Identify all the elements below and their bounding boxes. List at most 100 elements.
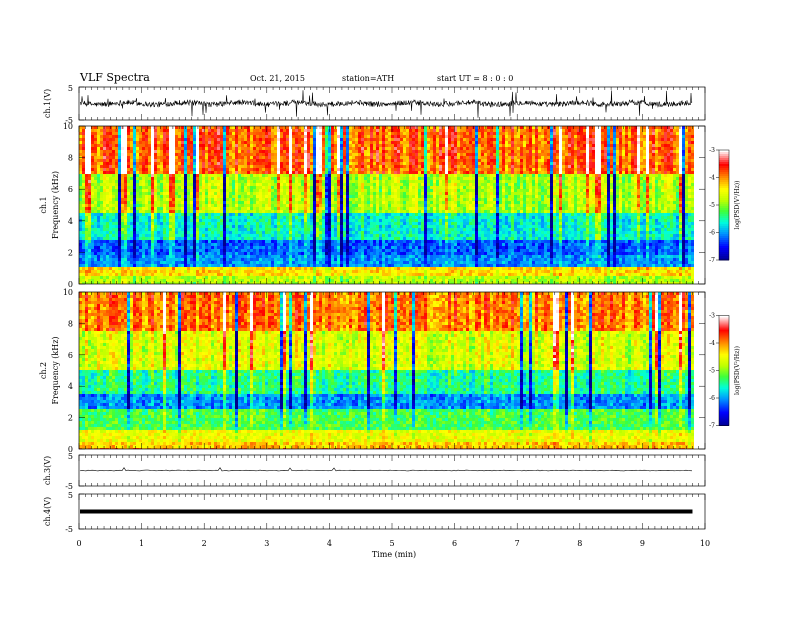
ch1-spectrogram-cell — [148, 231, 151, 234]
ch1-spectrogram-cell — [334, 237, 337, 240]
ch1-spectrogram-cell — [301, 249, 304, 252]
ch1-spectrogram-cell — [118, 252, 121, 255]
ch1-spectrogram-cell — [160, 162, 163, 165]
ch1-spectrogram-cell — [202, 264, 205, 267]
ch1-spectrogram-cell — [238, 138, 241, 141]
ch1-spectrogram-cell — [340, 240, 343, 243]
ch1-spectrogram-cell — [271, 216, 274, 219]
ch1-spectrogram-cell — [184, 177, 187, 180]
ch1-spectrogram-cell — [316, 150, 319, 153]
ch1-spectrogram-cell — [253, 222, 256, 225]
ch1-spectrogram-cell — [298, 168, 301, 171]
ch1-spectrogram-cell — [121, 144, 124, 147]
ch1-spectrogram-cell — [274, 186, 277, 189]
ch1-spectrogram-cell — [307, 132, 310, 135]
ch1-spectrogram-cell — [115, 156, 118, 159]
ch1-spectrogram-cell — [187, 129, 190, 132]
ch1-spectrogram-cell — [115, 201, 118, 204]
ch1-spectrogram-cell — [271, 183, 274, 186]
ch1-spectrogram-cell — [121, 183, 124, 186]
ch1-spectrogram-cell — [142, 246, 145, 249]
ch1-spectrogram-cell — [238, 129, 241, 132]
ch1-spectrogram-cell — [106, 186, 109, 189]
ch1-spectrogram-cell — [319, 192, 322, 195]
ch1-spectrogram-cell — [145, 213, 148, 216]
ch1-spectrogram-cell — [217, 273, 220, 276]
ch1-spectrogram-cell — [109, 207, 112, 210]
ch1-spectrogram-cell — [124, 156, 127, 159]
ch1-spectrogram-cell — [169, 153, 172, 156]
ch1-spectrogram-cell — [223, 210, 226, 213]
ch1-spectrogram-cell — [175, 174, 178, 177]
ch1-spectrogram-cell — [340, 228, 343, 231]
ch1-spectrogram-cell — [238, 183, 241, 186]
ch1-spectrogram-cell — [295, 279, 298, 282]
ch1-spectrogram-cell — [178, 132, 181, 135]
ch1-spectrogram-cell — [130, 144, 133, 147]
ch1-spectrogram-cell — [322, 171, 325, 174]
ch1-spectrogram-cell — [169, 213, 172, 216]
ch1-spectrogram-cell — [232, 201, 235, 204]
ch1-spectrogram-cell — [91, 270, 94, 273]
ch1-spectrogram-cell — [172, 216, 175, 219]
ch1-spectrogram-cell — [94, 267, 97, 270]
ch1-spectrogram-cell — [313, 144, 316, 147]
ch1-spectrogram-cell — [157, 246, 160, 249]
ch1-spectrogram-cell — [277, 165, 280, 168]
ch1-spectrogram-cell — [91, 156, 94, 159]
ch1-spectrogram-cell — [139, 228, 142, 231]
ch1-spectrogram-cell — [247, 183, 250, 186]
ch1-spectrogram-cell — [127, 147, 130, 150]
ch1-spectrogram-cell — [145, 201, 148, 204]
ch1-spectrogram-cell — [307, 159, 310, 162]
ch1-spectrogram-cell — [238, 135, 241, 138]
ch1-spectrogram-cell — [313, 180, 316, 183]
ch1-spectrogram-cell — [217, 156, 220, 159]
ch1-spectrogram-cell — [286, 144, 289, 147]
ch1-spectrogram-cell — [313, 147, 316, 150]
ch1-spectrogram-cell — [220, 153, 223, 156]
ch1-spectrogram-cell — [193, 252, 196, 255]
ch1-spectrogram-cell — [346, 129, 349, 132]
ch1-spectrogram-cell — [124, 246, 127, 249]
ch1-spectrogram-cell — [109, 249, 112, 252]
ch1-spectrogram-cell — [118, 201, 121, 204]
ch1-spectrogram-cell — [148, 189, 151, 192]
ch1-spectrogram-cell — [190, 270, 193, 273]
ch1-spectrogram-cell — [286, 252, 289, 255]
ch1-spectrogram-cell — [169, 210, 172, 213]
ch1-spectrogram-cell — [334, 186, 337, 189]
ch1-spectrogram-cell — [91, 231, 94, 234]
ch1-spectrogram-cell — [226, 138, 229, 141]
ch1-spectrogram-cell — [295, 183, 298, 186]
ch1-spectrogram-cell — [343, 225, 346, 228]
ch1-spectrogram-cell — [151, 222, 154, 225]
ch1-spectrogram-cell — [91, 168, 94, 171]
ch1-spectrogram-cell — [325, 234, 328, 237]
ch1-spectrogram-cell — [190, 195, 193, 198]
ch1-spectrogram-cell — [256, 153, 259, 156]
ch1-spectrogram-cell — [175, 147, 178, 150]
ch1-spectrogram-cell — [193, 249, 196, 252]
ch1-spectrogram-cell — [229, 135, 232, 138]
ch1-spectrogram-cell — [259, 216, 262, 219]
ch1-spectrogram-cell — [193, 192, 196, 195]
ch1-spectrogram-cell — [289, 204, 292, 207]
ch1-spectrogram-cell — [190, 237, 193, 240]
ch1-spectrogram-cell — [328, 249, 331, 252]
ch1-spectrogram-cell — [181, 219, 184, 222]
ch1-spectrogram-cell — [283, 198, 286, 201]
ch1-spectrogram-cell — [196, 186, 199, 189]
ch1-spectrogram-cell — [82, 192, 85, 195]
ch1-spectrogram-cell — [118, 204, 121, 207]
ch1-spectrogram-cell — [151, 228, 154, 231]
ch1-spectrogram-cell — [88, 258, 91, 261]
ch1-spectrogram-cell — [325, 177, 328, 180]
ch1-spectrogram-cell — [283, 243, 286, 246]
ch1-spectrogram-cell — [91, 210, 94, 213]
ch1-spectrogram-cell — [232, 225, 235, 228]
ch1-spectrogram-cell — [133, 132, 136, 135]
ch1-spectrogram-cell — [133, 267, 136, 270]
ch1-spectrogram-cell — [241, 150, 244, 153]
ch1-spectrogram-cell — [199, 141, 202, 144]
